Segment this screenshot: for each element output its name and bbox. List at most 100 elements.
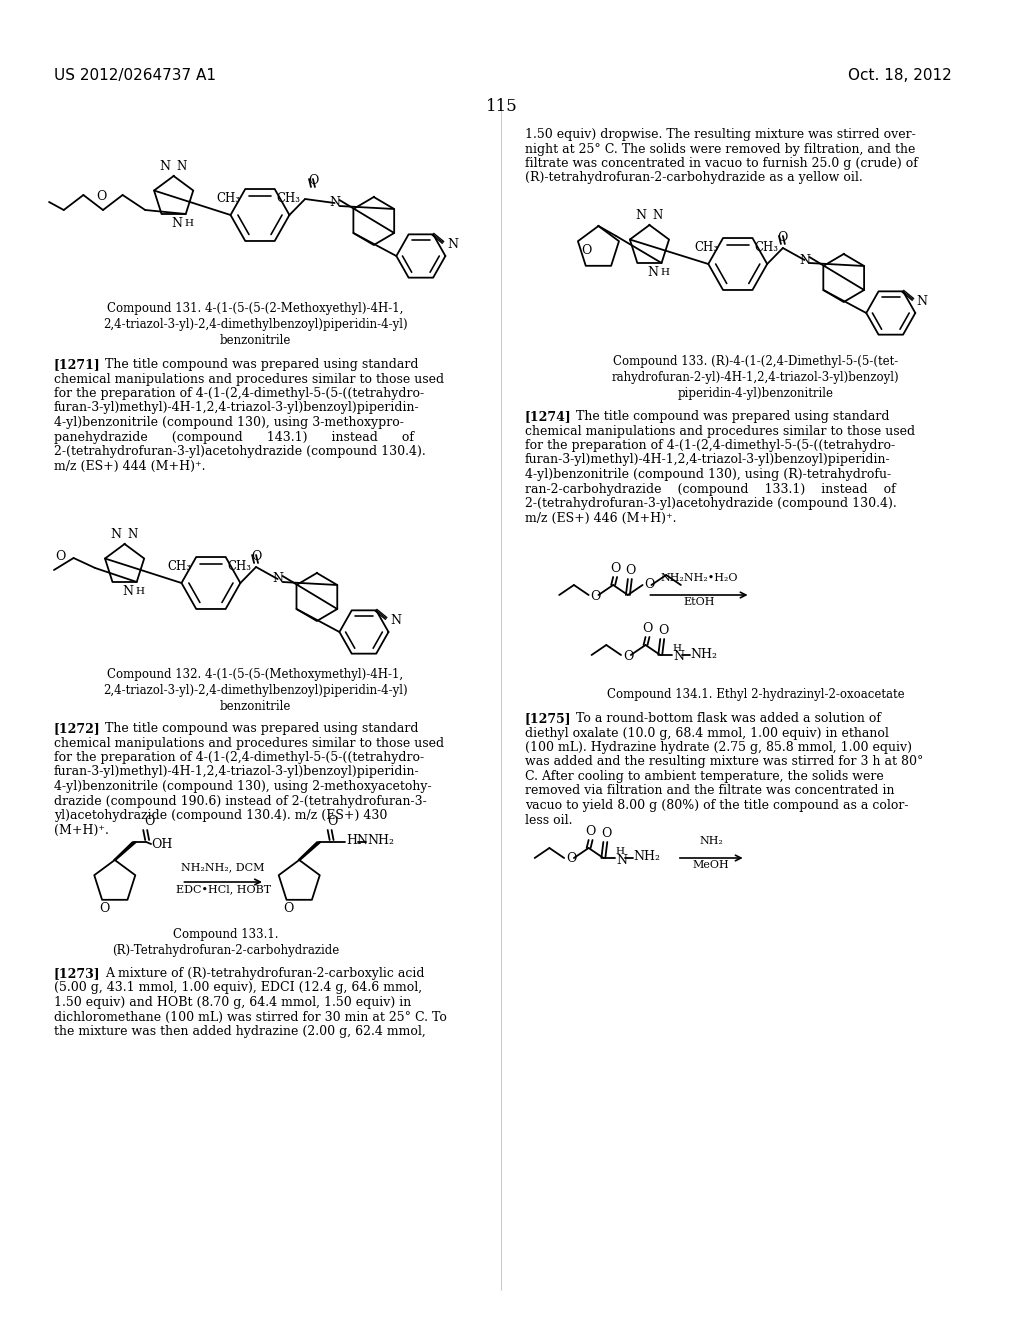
Text: MeOH: MeOH — [693, 861, 730, 870]
Text: NH₂: NH₂ — [699, 836, 723, 846]
Text: O: O — [566, 853, 577, 866]
Text: 115: 115 — [486, 98, 518, 115]
Text: NH₂: NH₂ — [690, 648, 718, 660]
Text: N: N — [636, 209, 646, 222]
Text: O: O — [591, 590, 601, 602]
Text: N: N — [172, 216, 183, 230]
Text: O: O — [581, 244, 591, 257]
Text: H: H — [136, 587, 144, 597]
Text: N: N — [916, 294, 928, 308]
Text: O: O — [55, 550, 66, 564]
Text: less oil.: less oil. — [525, 813, 572, 826]
Text: US 2012/0264737 A1: US 2012/0264737 A1 — [54, 69, 216, 83]
Text: 2-(tetrahydrofuran-3-yl)acetohydrazide (compound 130.4).: 2-(tetrahydrofuran-3-yl)acetohydrazide (… — [54, 445, 426, 458]
Text: NH₂NH₂•H₂O: NH₂NH₂•H₂O — [660, 573, 738, 583]
Text: ran-2-carbohydrazide    (compound    133.1)    instead    of: ran-2-carbohydrazide (compound 133.1) in… — [525, 483, 896, 495]
Text: 4-yl)benzonitrile (compound 130), using 3-methoxypro-: 4-yl)benzonitrile (compound 130), using … — [54, 416, 403, 429]
Text: m/z (ES+) 444 (M+H)⁺.: m/z (ES+) 444 (M+H)⁺. — [54, 459, 206, 473]
Text: O: O — [777, 231, 788, 244]
Text: CH₃: CH₃ — [755, 242, 778, 253]
Text: Oct. 18, 2012: Oct. 18, 2012 — [848, 69, 951, 83]
Text: NH₂: NH₂ — [634, 850, 660, 863]
Text: (5.00 g, 43.1 mmol, 1.00 equiv), EDCI (12.4 g, 64.6 mmol,: (5.00 g, 43.1 mmol, 1.00 equiv), EDCI (1… — [54, 982, 422, 994]
Text: H: H — [615, 847, 624, 855]
Text: diethyl oxalate (10.0 g, 68.4 mmol, 1.00 equiv) in ethanol: diethyl oxalate (10.0 g, 68.4 mmol, 1.00… — [525, 726, 889, 739]
Text: O: O — [308, 174, 318, 187]
Text: chemical manipulations and procedures similar to those used: chemical manipulations and procedures si… — [54, 372, 444, 385]
Text: O: O — [96, 190, 106, 203]
Text: N: N — [616, 854, 627, 866]
Text: for the preparation of 4-(1-(2,4-dimethyl-5-(5-((tetrahydro-: for the preparation of 4-(1-(2,4-dimethy… — [54, 751, 424, 764]
Text: NH₂NH₂, DCM: NH₂NH₂, DCM — [181, 862, 265, 873]
Text: was added and the resulting mixture was stirred for 3 h at 80°: was added and the resulting mixture was … — [525, 755, 924, 768]
Text: [1272]: [1272] — [54, 722, 100, 735]
Text: O: O — [99, 902, 110, 915]
Text: O: O — [601, 828, 611, 840]
Text: furan-3-yl)methyl)-4H-1,2,4-triazol-3-yl)benzoyl)piperidin-: furan-3-yl)methyl)-4H-1,2,4-triazol-3-yl… — [54, 401, 420, 414]
Text: O: O — [658, 624, 669, 638]
Text: The title compound was prepared using standard: The title compound was prepared using st… — [105, 358, 419, 371]
Polygon shape — [114, 842, 136, 861]
Text: N: N — [673, 651, 684, 664]
Text: O: O — [586, 825, 596, 838]
Text: for the preparation of 4-(1-(2,4-dimethyl-5-(5-((tetrahydro-: for the preparation of 4-(1-(2,4-dimethy… — [525, 440, 895, 451]
Text: O: O — [144, 814, 155, 828]
Text: A mixture of (R)-tetrahydrofuran-2-carboxylic acid: A mixture of (R)-tetrahydrofuran-2-carbo… — [105, 968, 425, 979]
Text: N: N — [329, 197, 340, 210]
Text: N: N — [446, 238, 458, 251]
Text: CH₃: CH₃ — [216, 191, 241, 205]
Text: rahydrofuran-2-yl)-4H-1,2,4-triazol-3-yl)benzoyl): rahydrofuran-2-yl)-4H-1,2,4-triazol-3-yl… — [611, 371, 899, 384]
Text: EtOH: EtOH — [684, 597, 715, 607]
Text: filtrate was concentrated in vacuo to furnish 25.0 g (crude) of: filtrate was concentrated in vacuo to fu… — [525, 157, 918, 170]
Text: Compound 132. 4-(1-(5-(5-(Methoxymethyl)-4H-1,: Compound 132. 4-(1-(5-(5-(Methoxymethyl)… — [108, 668, 403, 681]
Text: N: N — [111, 528, 122, 541]
Text: the mixture was then added hydrazine (2.00 g, 62.4 mmol,: the mixture was then added hydrazine (2.… — [54, 1026, 426, 1038]
Text: (R)-tetrahydrofuran-2-carbohydrazide as a yellow oil.: (R)-tetrahydrofuran-2-carbohydrazide as … — [525, 172, 862, 185]
Text: CH₃: CH₃ — [167, 560, 191, 573]
Text: (100 mL). Hydrazine hydrate (2.75 g, 85.8 mmol, 1.00 equiv): (100 mL). Hydrazine hydrate (2.75 g, 85.… — [525, 741, 911, 754]
Text: To a round-bottom flask was added a solution of: To a round-bottom flask was added a solu… — [575, 711, 881, 725]
Text: for the preparation of 4-(1-(2,4-dimethyl-5-(5-((tetrahydro-: for the preparation of 4-(1-(2,4-dimethy… — [54, 387, 424, 400]
Text: N: N — [160, 160, 171, 173]
Text: CH₃: CH₃ — [227, 560, 252, 573]
Text: O: O — [642, 622, 652, 635]
Text: [1273]: [1273] — [54, 968, 100, 979]
Text: (M+H)⁺.: (M+H)⁺. — [54, 824, 109, 837]
Text: Compound 134.1. Ethyl 2-hydrazinyl-2-oxoacetate: Compound 134.1. Ethyl 2-hydrazinyl-2-oxo… — [606, 688, 904, 701]
Text: N: N — [652, 209, 663, 222]
Text: 4-yl)benzonitrile (compound 130), using 2-methoxyacetohy-: 4-yl)benzonitrile (compound 130), using … — [54, 780, 431, 793]
Text: O: O — [251, 550, 261, 564]
Text: N: N — [647, 267, 658, 279]
Text: O: O — [623, 649, 634, 663]
Text: removed via filtration and the filtrate was concentrated in: removed via filtration and the filtrate … — [525, 784, 894, 797]
Text: H: H — [660, 268, 670, 277]
Text: N: N — [799, 253, 810, 267]
Text: chemical manipulations and procedures similar to those used: chemical manipulations and procedures si… — [525, 425, 915, 437]
Text: piperidin-4-yl)benzonitrile: piperidin-4-yl)benzonitrile — [678, 387, 834, 400]
Text: C. After cooling to ambient temperature, the solids were: C. After cooling to ambient temperature,… — [525, 770, 884, 783]
Text: panehydrazide      (compound      143.1)      instead      of: panehydrazide (compound 143.1) instead o… — [54, 430, 414, 444]
Text: H: H — [184, 219, 194, 228]
Text: m/z (ES+) 446 (M+H)⁺.: m/z (ES+) 446 (M+H)⁺. — [525, 511, 677, 524]
Text: CH₃: CH₃ — [276, 191, 301, 205]
Text: [1274]: [1274] — [525, 411, 571, 422]
Polygon shape — [298, 842, 321, 861]
Text: N: N — [128, 528, 138, 541]
Text: 2,4-triazol-3-yl)-2,4-dimethylbenzoyl)piperidin-4-yl): 2,4-triazol-3-yl)-2,4-dimethylbenzoyl)pi… — [102, 684, 408, 697]
Text: Compound 133.1.: Compound 133.1. — [173, 928, 279, 941]
Text: vacuo to yield 8.00 g (80%) of the title compound as a color-: vacuo to yield 8.00 g (80%) of the title… — [525, 799, 908, 812]
Text: (R)-Tetrahydrofuran-2-carbohydrazide: (R)-Tetrahydrofuran-2-carbohydrazide — [112, 944, 339, 957]
Text: 2,4-triazol-3-yl)-2,4-dimethylbenzoyl)piperidin-4-yl): 2,4-triazol-3-yl)-2,4-dimethylbenzoyl)pi… — [102, 318, 408, 331]
Text: O: O — [328, 814, 338, 828]
Text: 2-(tetrahydrofuran-3-yl)acetohydrazide (compound 130.4).: 2-(tetrahydrofuran-3-yl)acetohydrazide (… — [525, 498, 897, 510]
Text: dichloromethane (100 mL) was stirred for 30 min at 25° C. To: dichloromethane (100 mL) was stirred for… — [54, 1011, 446, 1023]
Text: NH₂: NH₂ — [367, 834, 394, 847]
Text: O: O — [626, 564, 636, 577]
Text: EDC•HCl, HOBT: EDC•HCl, HOBT — [176, 884, 270, 894]
Text: yl)acetohydrazide (compound 130.4). m/z (ES+) 430: yl)acetohydrazide (compound 130.4). m/z … — [54, 809, 387, 822]
Text: furan-3-yl)methyl)-4H-1,2,4-triazol-3-yl)benzoyl)piperidin-: furan-3-yl)methyl)-4H-1,2,4-triazol-3-yl… — [525, 454, 891, 466]
Text: [1271]: [1271] — [54, 358, 100, 371]
Text: benzonitrile: benzonitrile — [219, 700, 291, 713]
Text: O: O — [284, 902, 294, 915]
Text: Compound 131. 4-(1-(5-(5-(2-Methoxyethyl)-4H-1,: Compound 131. 4-(1-(5-(5-(2-Methoxyethyl… — [106, 302, 403, 315]
